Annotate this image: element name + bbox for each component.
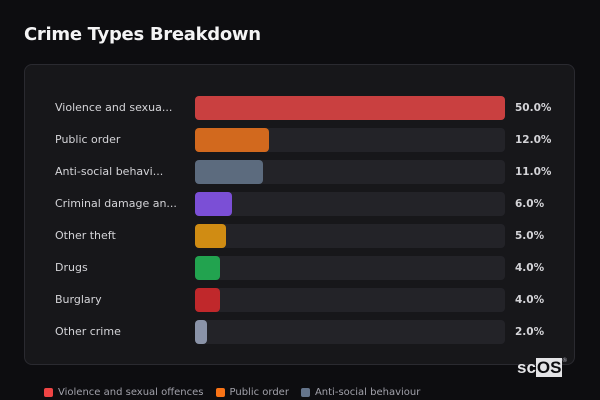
category-label: Anti-social behavi... [55, 165, 164, 178]
bar-row: Violence and sexua... 50.0% [25, 96, 574, 120]
bar-track [195, 288, 505, 312]
logo: scOS® [517, 358, 567, 377]
bar-track [195, 256, 505, 280]
value-label: 50.0% [515, 102, 552, 114]
legend-label: Public order [229, 387, 289, 398]
legend-swatch [44, 388, 53, 397]
legend-item[interactable]: Anti-social behaviour [300, 387, 421, 398]
bar [195, 128, 270, 152]
value-label: 5.0% [515, 230, 545, 242]
category-label: Burglary [55, 293, 102, 306]
bar [195, 320, 208, 344]
bar-track [195, 224, 505, 248]
value-label: 11.0% [515, 166, 552, 178]
value-label: 4.0% [515, 262, 545, 274]
category-label: Violence and sexua... [55, 101, 173, 114]
legend-swatch [215, 388, 225, 397]
bar-track [195, 128, 505, 152]
bar [195, 224, 226, 248]
legend-item[interactable]: Public order [215, 387, 289, 398]
bar-track [195, 320, 505, 344]
bar [195, 160, 264, 184]
bar [195, 192, 233, 216]
bar [195, 288, 220, 312]
bar-track [195, 96, 505, 120]
category-label: Drugs [55, 261, 88, 274]
bar-row: Public order 12.0% [25, 128, 574, 152]
bar-row: Other theft 5.0% [25, 224, 574, 248]
legend-label: Violence and sexual offences [58, 387, 204, 398]
legend-item[interactable]: Violence and sexual offences [44, 387, 204, 398]
legend-swatch [300, 388, 310, 397]
category-label: Criminal damage an... [55, 197, 177, 210]
chart-title: Crime Types Breakdown [24, 24, 261, 45]
bar-row: Anti-social behavi... 11.0% [25, 160, 574, 184]
bar-track [195, 160, 505, 184]
bar-row: Other crime 2.0% [25, 320, 574, 344]
legend-label: Anti-social behaviour [314, 387, 421, 398]
value-label: 12.0% [515, 134, 552, 146]
category-label: Other theft [55, 229, 116, 242]
bar [195, 96, 505, 120]
value-label: 6.0% [515, 198, 545, 210]
chart-card: Violence and sexua... 50.0% Public order … [24, 64, 575, 365]
category-label: Public order [55, 133, 121, 146]
category-label: Other crime [55, 325, 121, 338]
bar-row: Drugs 4.0% [25, 256, 574, 280]
legend: Violence and sexual offences Public order… [44, 387, 420, 398]
bar-track [195, 192, 505, 216]
bar-row: Criminal damage an... 6.0% [25, 192, 574, 216]
value-label: 2.0% [515, 326, 545, 338]
value-label: 4.0% [515, 294, 545, 306]
bar-row: Burglary 4.0% [25, 288, 574, 312]
bar [195, 256, 220, 280]
